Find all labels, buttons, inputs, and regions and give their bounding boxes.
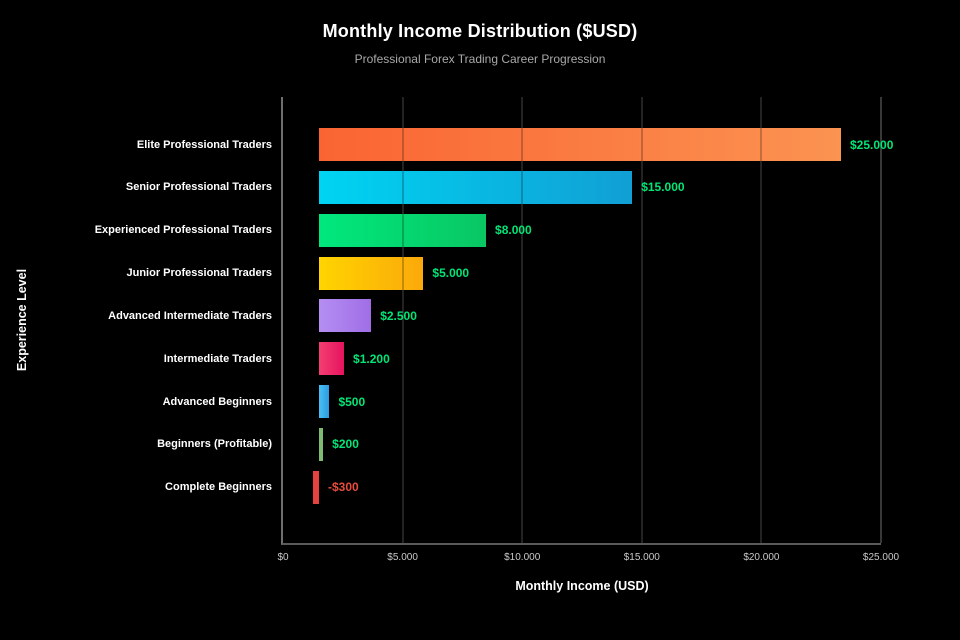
- bar-senior-professional-traders: [319, 170, 633, 204]
- value-label-junior-professional-traders: $5.000: [432, 266, 470, 281]
- gridline-20000: [760, 97, 763, 543]
- gridline-overlay-5000: [401, 97, 404, 543]
- category-label-intermediate-traders: Intermediate Traders: [163, 352, 272, 365]
- y-axis-title: Experience Level: [15, 268, 29, 372]
- gridline-overlay-15000: [640, 97, 643, 543]
- bar-complete-beginners: [312, 470, 319, 504]
- gridline-overlay-20000: [760, 97, 763, 543]
- bar-experienced-professional-traders: [319, 213, 487, 247]
- value-label-intermediate-traders: $1.200: [353, 351, 390, 366]
- x-tick-label-25-000: $25.000: [862, 552, 900, 563]
- x-tick-label-15-000: $15.000: [623, 552, 660, 563]
- value-label-beginners-profitable: $200: [332, 437, 359, 452]
- bar-beginners-profitable: [319, 427, 324, 461]
- category-label-advanced-intermediate-traders: Advanced Intermediate Traders: [108, 309, 272, 322]
- gridline-10000: [521, 97, 524, 543]
- category-label-senior-professional-traders: Senior Professional Traders: [125, 181, 272, 194]
- x-axis-title: Monthly Income (USD): [515, 579, 649, 593]
- x-tick-label-5-000: $5.000: [387, 552, 418, 563]
- category-label-junior-professional-traders: Junior Professional Traders: [126, 267, 273, 280]
- gridline-25000: [880, 97, 882, 543]
- value-label-complete-beginners: -$300: [328, 480, 359, 495]
- value-label-senior-professional-traders: $15.000: [641, 180, 685, 195]
- x-tick-label-0: $0: [277, 552, 289, 563]
- bar-intermediate-traders: [319, 342, 345, 376]
- bar-junior-professional-traders: [319, 256, 424, 290]
- gridline-overlay-25000: [880, 97, 882, 543]
- bar-advanced-intermediate-traders: [319, 299, 372, 333]
- category-label-complete-beginners: Complete Beginners: [165, 481, 272, 494]
- x-tick-label-10-000: $10.000: [504, 552, 541, 563]
- x-tick-label-20-000: $20.000: [743, 552, 780, 563]
- category-label-advanced-beginners: Advanced Beginners: [162, 395, 272, 408]
- category-label-beginners-profitable: Beginners (Profitable): [157, 438, 272, 451]
- gridline-15000: [640, 97, 643, 543]
- gridline-overlay-10000: [521, 97, 524, 543]
- value-label-advanced-intermediate-traders: $2.500: [380, 308, 417, 323]
- value-label-elite-professional-traders: $25.000: [850, 137, 894, 152]
- category-label-experienced-professional-traders: Experienced Professional Traders: [94, 224, 272, 237]
- chart-subtitle: Professional Forex Trading Career Progre…: [354, 52, 606, 66]
- bar-advanced-beginners: [319, 385, 330, 419]
- value-label-experienced-professional-traders: $8.000: [495, 223, 532, 238]
- plot-area: [281, 97, 881, 545]
- bar-elite-professional-traders: [319, 128, 841, 161]
- gridline-5000: [401, 97, 404, 543]
- category-label-elite-professional-traders: Elite Professional Traders: [136, 138, 272, 151]
- value-label-advanced-beginners: $500: [338, 394, 366, 409]
- chart-title: Monthly Income Distribution ($USD): [322, 21, 638, 41]
